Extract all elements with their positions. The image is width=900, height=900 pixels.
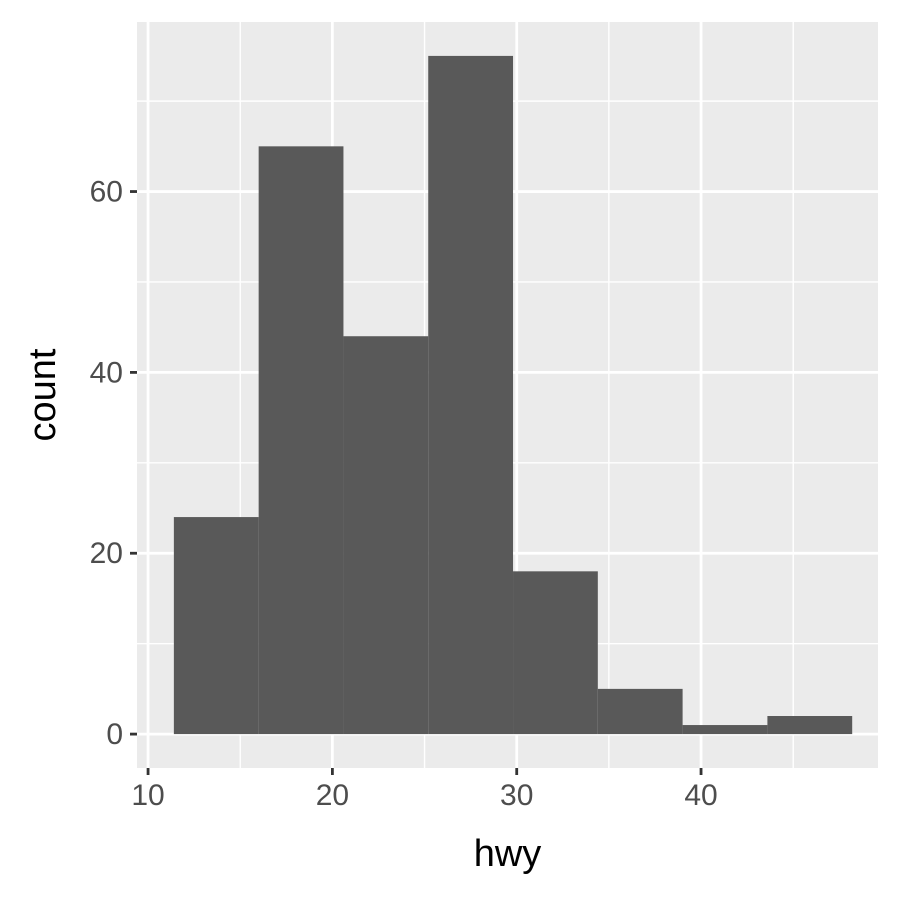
y-tick-label: 60 [90,176,123,209]
y-axis-title: count [22,348,64,441]
histogram-bar [428,55,514,735]
x-axis: 10 20 30 40 [131,768,718,812]
histogram-bar [513,571,598,735]
histogram-bar [597,688,683,735]
x-tick-label: 30 [500,779,533,812]
y-axis: 0 20 40 60 [90,176,137,751]
histogram-bar [258,146,344,735]
x-axis-title: hwy [474,833,542,875]
histogram-bar [173,517,259,735]
x-tick-label: 10 [131,779,164,812]
y-tick-label: 20 [90,537,123,570]
x-tick-label: 20 [316,779,349,812]
bars [173,55,853,735]
histogram-bar [682,725,768,735]
y-tick-label: 40 [90,356,123,389]
histogram-bar [767,716,853,735]
histogram-bar [343,336,429,735]
x-tick-label: 40 [684,779,717,812]
y-tick-label: 0 [106,718,123,751]
